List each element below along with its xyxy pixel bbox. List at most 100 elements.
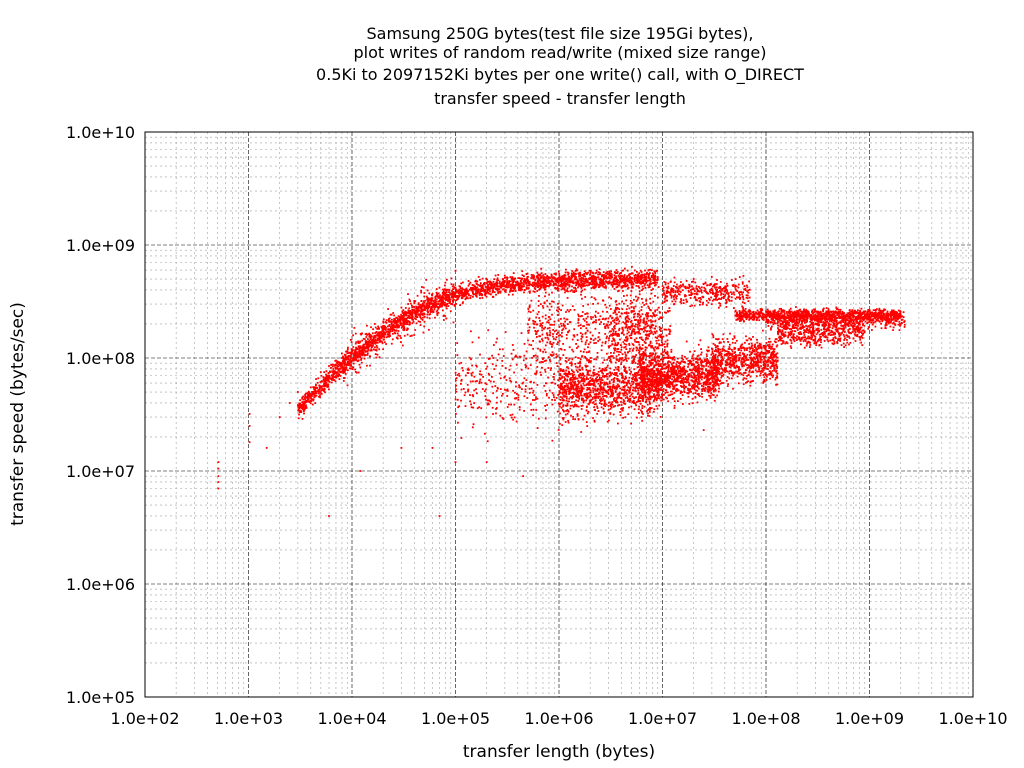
data-point [836, 322, 839, 325]
data-point [423, 325, 426, 328]
data-point [353, 327, 356, 329]
data-point [692, 280, 695, 283]
data-point [741, 282, 744, 285]
data-point [680, 299, 683, 302]
data-point [812, 318, 815, 321]
data-point [519, 284, 522, 287]
data-point [434, 300, 437, 303]
data-point [391, 324, 394, 327]
data-point [372, 348, 375, 351]
data-point [437, 292, 440, 295]
data-point [377, 341, 379, 344]
data-point [619, 279, 622, 282]
data-point [857, 309, 859, 312]
data-point [485, 290, 487, 293]
data-point [789, 318, 791, 321]
data-point [452, 296, 454, 298]
data-point [445, 303, 447, 306]
data-point [454, 292, 457, 295]
data-point [367, 343, 370, 346]
data-point [324, 379, 327, 381]
data-point [803, 310, 805, 313]
data-point [511, 279, 514, 282]
data-point [715, 288, 717, 291]
data-point [523, 291, 525, 294]
data-point [648, 411, 651, 413]
data-point [351, 350, 354, 353]
data-point [631, 286, 634, 289]
data-point [589, 283, 592, 285]
data-point [515, 284, 517, 287]
data-point [480, 290, 483, 292]
data-point [751, 311, 754, 314]
data-point [618, 281, 621, 283]
data-point [514, 287, 516, 289]
data-point [692, 287, 695, 290]
data-point [451, 303, 454, 306]
data-point [511, 293, 514, 296]
data-point [478, 291, 481, 294]
data-point [617, 404, 619, 407]
data-point [376, 341, 378, 344]
data-point [869, 316, 871, 319]
data-point [626, 287, 629, 290]
data-point [333, 379, 336, 381]
data-point [896, 315, 899, 317]
data-point [360, 359, 362, 361]
data-point [600, 397, 603, 400]
data-point [411, 313, 414, 316]
data-point [476, 289, 479, 292]
data-point [679, 301, 682, 303]
data-point [570, 377, 572, 379]
data-point [311, 403, 314, 406]
data-point [638, 286, 641, 289]
data-point [477, 290, 479, 293]
chart-title-line-4: transfer speed - transfer length [434, 89, 686, 108]
data-point [654, 272, 657, 275]
data-point [737, 314, 740, 316]
data-point [691, 304, 693, 307]
data-point [523, 277, 526, 280]
data-point [852, 327, 855, 330]
data-point [673, 281, 676, 284]
data-point [562, 284, 565, 286]
data-point [487, 283, 489, 286]
data-point [325, 370, 328, 373]
data-point [595, 281, 598, 284]
data-point [421, 314, 424, 316]
data-point [540, 267, 543, 270]
data-point [312, 398, 315, 401]
data-point [399, 315, 402, 318]
data-point [305, 396, 308, 399]
data-point [751, 314, 754, 316]
data-point [526, 277, 529, 279]
data-point [303, 403, 306, 406]
data-point [835, 306, 838, 309]
data-point [572, 291, 575, 293]
data-point [832, 313, 834, 315]
data-point [624, 285, 626, 288]
data-point [349, 339, 352, 341]
data-point [777, 315, 780, 318]
data-point [369, 355, 371, 358]
data-point [358, 352, 361, 355]
data-point [899, 324, 901, 327]
data-point [377, 331, 380, 334]
data-point [610, 282, 613, 284]
data-point [557, 289, 559, 292]
data-point [771, 314, 774, 317]
data-point [554, 287, 557, 290]
data-point [727, 292, 730, 294]
data-point [586, 365, 589, 367]
data-point [569, 280, 572, 282]
data-point [567, 281, 569, 284]
data-point [309, 399, 312, 402]
data-point [489, 293, 492, 296]
data-point [502, 278, 504, 280]
data-point [746, 297, 749, 300]
data-point [372, 344, 374, 347]
data-point [382, 335, 384, 338]
data-point [631, 265, 633, 268]
data-point [350, 359, 353, 362]
data-point [899, 316, 902, 319]
